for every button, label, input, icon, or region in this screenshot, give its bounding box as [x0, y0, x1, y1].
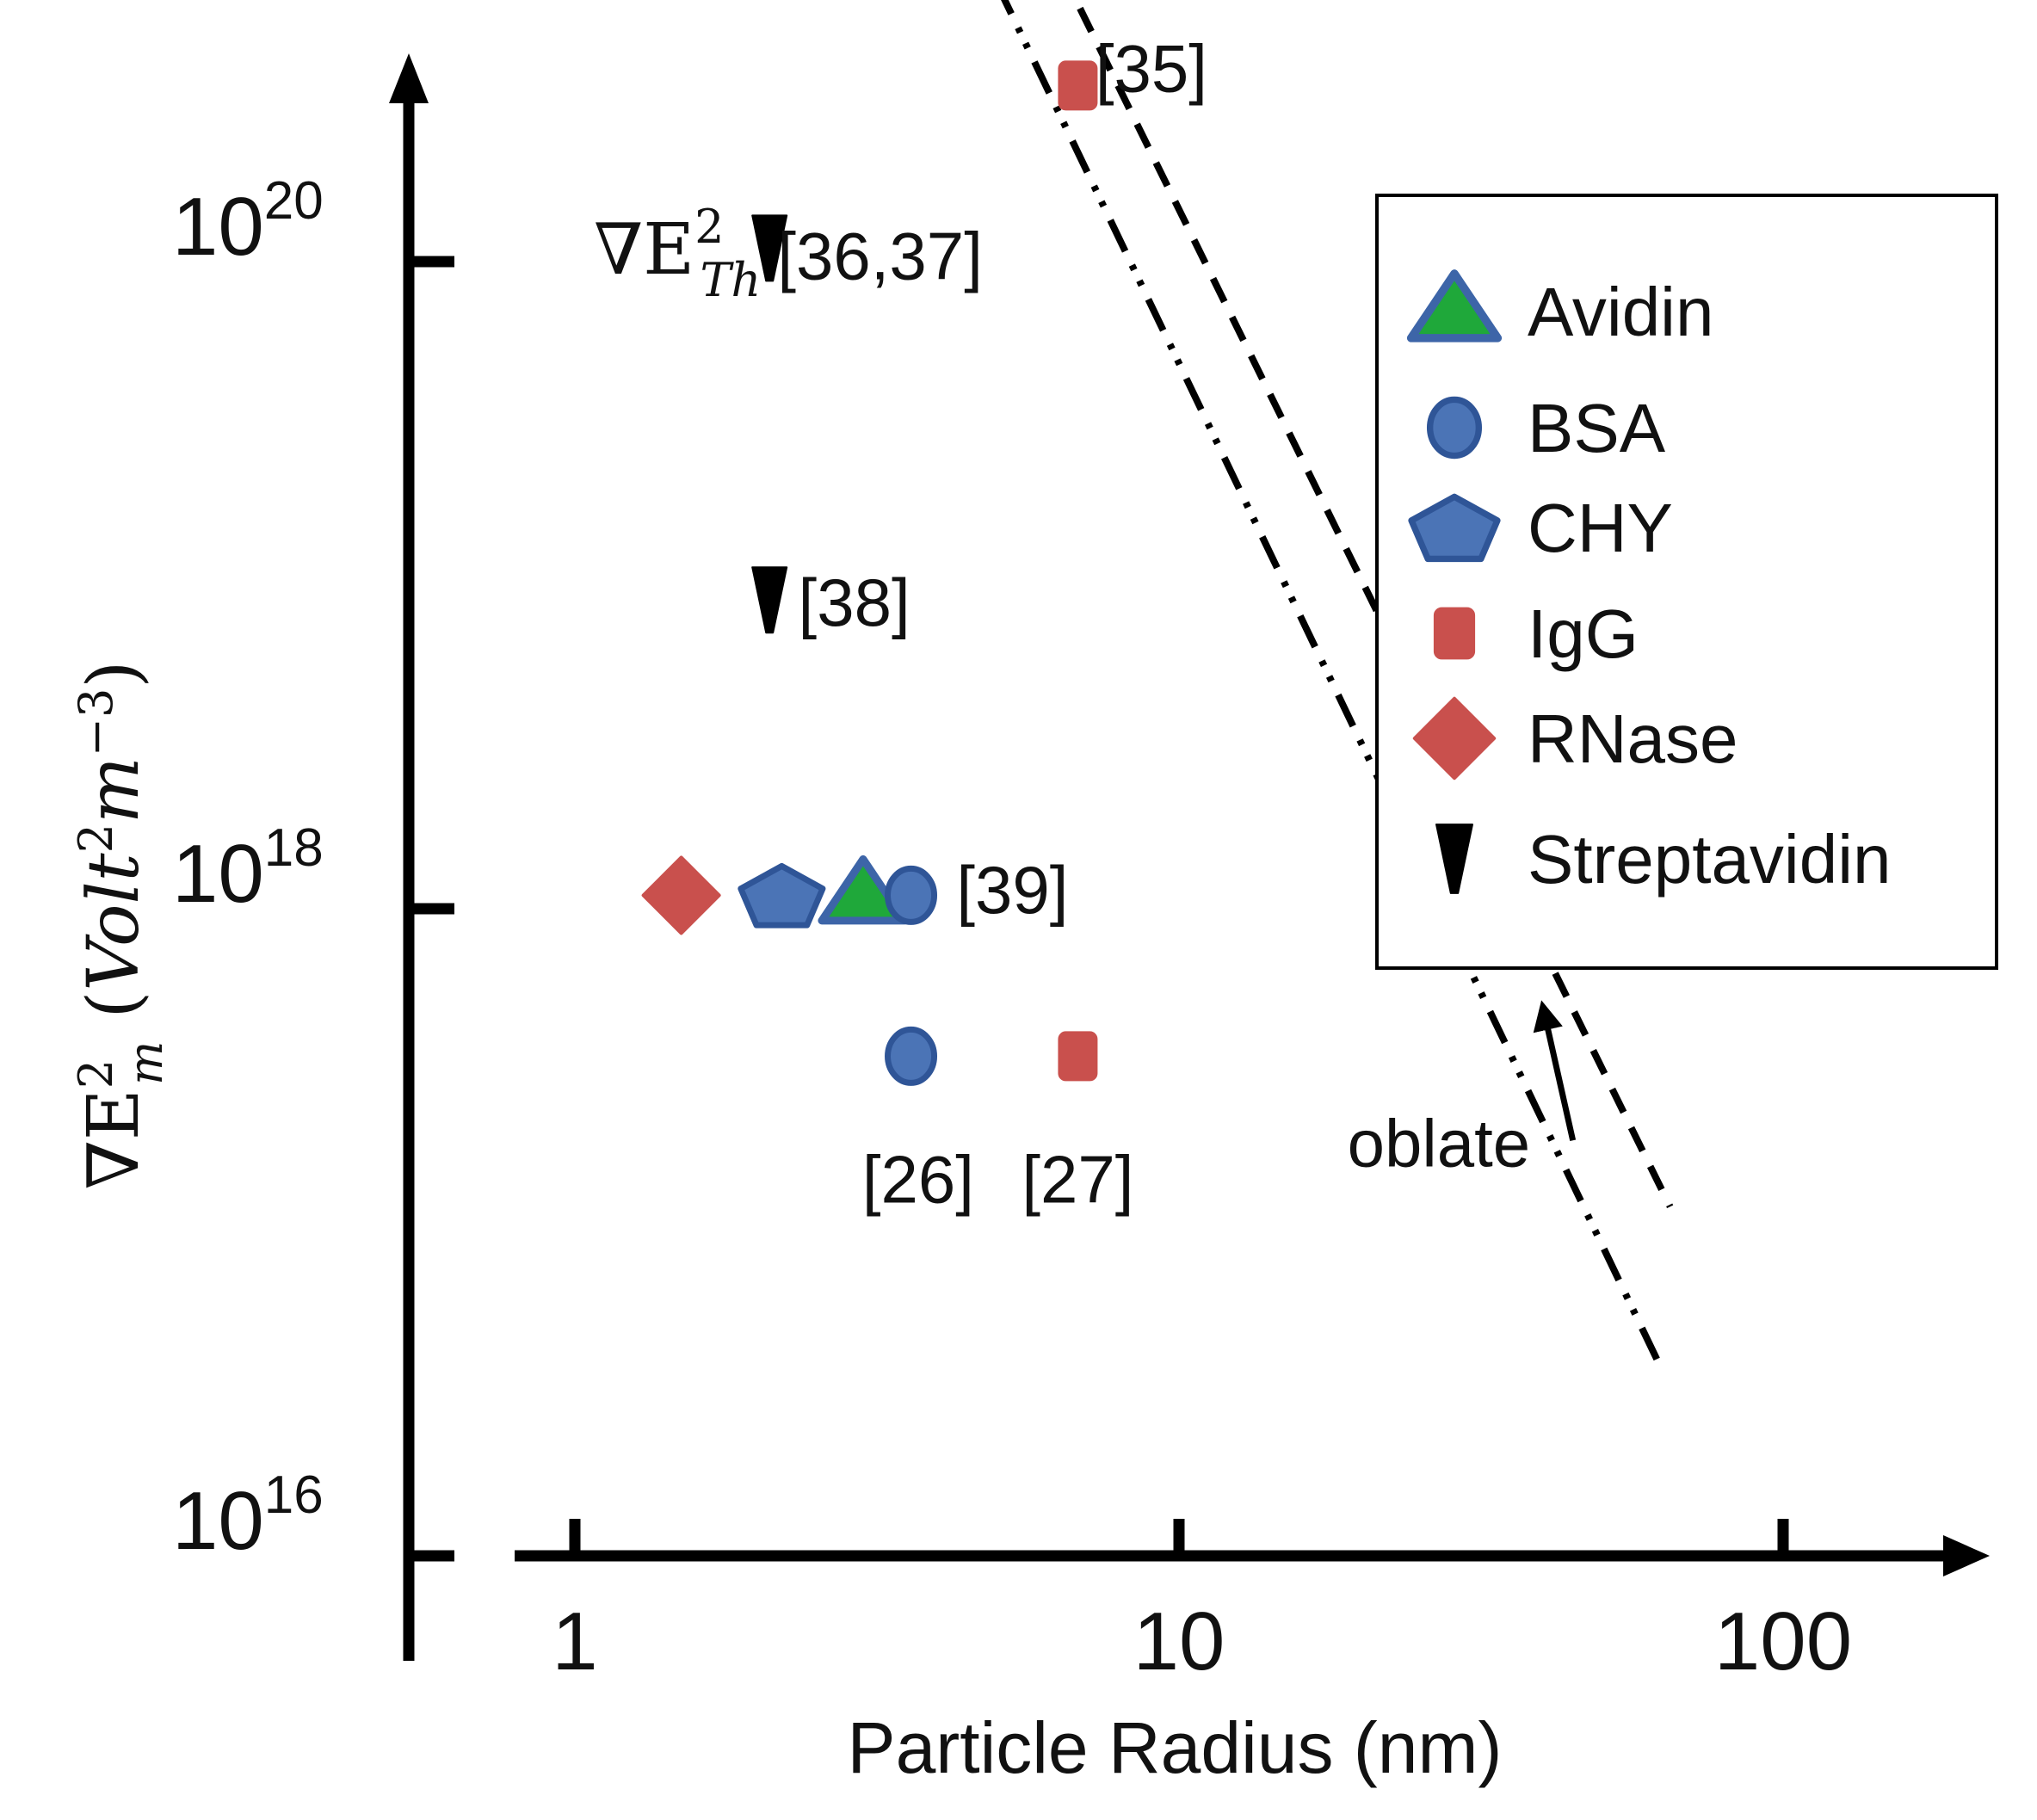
avidin-legend-label: Avidin	[1528, 274, 1713, 350]
y-tick-label: 1018	[172, 818, 324, 920]
x-tick-label: 1	[552, 1595, 597, 1687]
y-axis	[389, 53, 429, 1661]
igg-point	[1058, 1031, 1098, 1082]
bsa-point	[885, 1026, 938, 1086]
igg-legend-marker	[1433, 607, 1476, 660]
streptavidin-point	[751, 566, 788, 634]
chy-legend-marker	[1408, 493, 1501, 563]
igg-point	[1058, 60, 1098, 111]
reference-label: [38]	[799, 565, 910, 640]
y-axis-arrowhead	[389, 53, 429, 103]
svg-text:∇E2m (Volt2m−3): ∇E2m (Volt2m−3)	[69, 661, 173, 1190]
x-axis-arrowhead	[1943, 1535, 1990, 1576]
y-tick-label: 1020	[172, 171, 324, 273]
streptavidin-point	[751, 214, 788, 282]
x-tick-label: 10	[1133, 1595, 1225, 1687]
igg-legend-label: IgG	[1528, 595, 1639, 672]
legend: Avidin BSA CHY IgG RNase Streptavidin	[1375, 194, 1998, 970]
threshold-label: ∇E2 Th	[594, 200, 761, 307]
y-ticks: 10161018102010221024	[172, 171, 454, 1567]
rnase-legend-label: RNase	[1528, 700, 1738, 777]
data-points	[641, 60, 1098, 1086]
avidin-legend-marker	[1406, 269, 1503, 342]
reference-label: [27]	[1022, 1142, 1133, 1218]
x-axis	[515, 1535, 1990, 1576]
reference-label: [35]	[1096, 31, 1207, 107]
bsa-legend-label: BSA	[1528, 390, 1666, 466]
avidin-point	[818, 854, 909, 925]
reference-label: [36,37]	[777, 219, 983, 294]
reference-label: [26]	[862, 1142, 974, 1218]
y-axis-title: ∇E2m (Volt2m−3)	[69, 661, 173, 1190]
rnase-legend-marker	[1412, 696, 1497, 780]
oblate-arrow	[1533, 1000, 1577, 1142]
x-ticks: 1 10 100	[552, 1519, 1852, 1687]
reference-label: [39]	[956, 852, 1068, 928]
bsa-legend-marker	[1426, 396, 1483, 460]
bsa-point	[885, 865, 938, 925]
y-tick-label: 1016	[172, 1465, 324, 1567]
streptavidin-legend-marker	[1435, 824, 1473, 894]
chy-point	[738, 862, 826, 929]
prolate-threshold-line	[1071, 0, 1674, 1208]
x-tick-label: 100	[1714, 1595, 1852, 1687]
x-axis-title: Particle Radius (nm)	[848, 1707, 1503, 1788]
chy-legend-label: CHY	[1528, 490, 1673, 566]
streptavidin-legend-label: Streptavidin	[1528, 821, 1891, 898]
reference-labels: [33][22][34][35][36,37][38][39][26][27]	[777, 31, 1207, 1218]
oblate-label: oblate	[1348, 1105, 1531, 1181]
rnase-point	[641, 855, 721, 935]
